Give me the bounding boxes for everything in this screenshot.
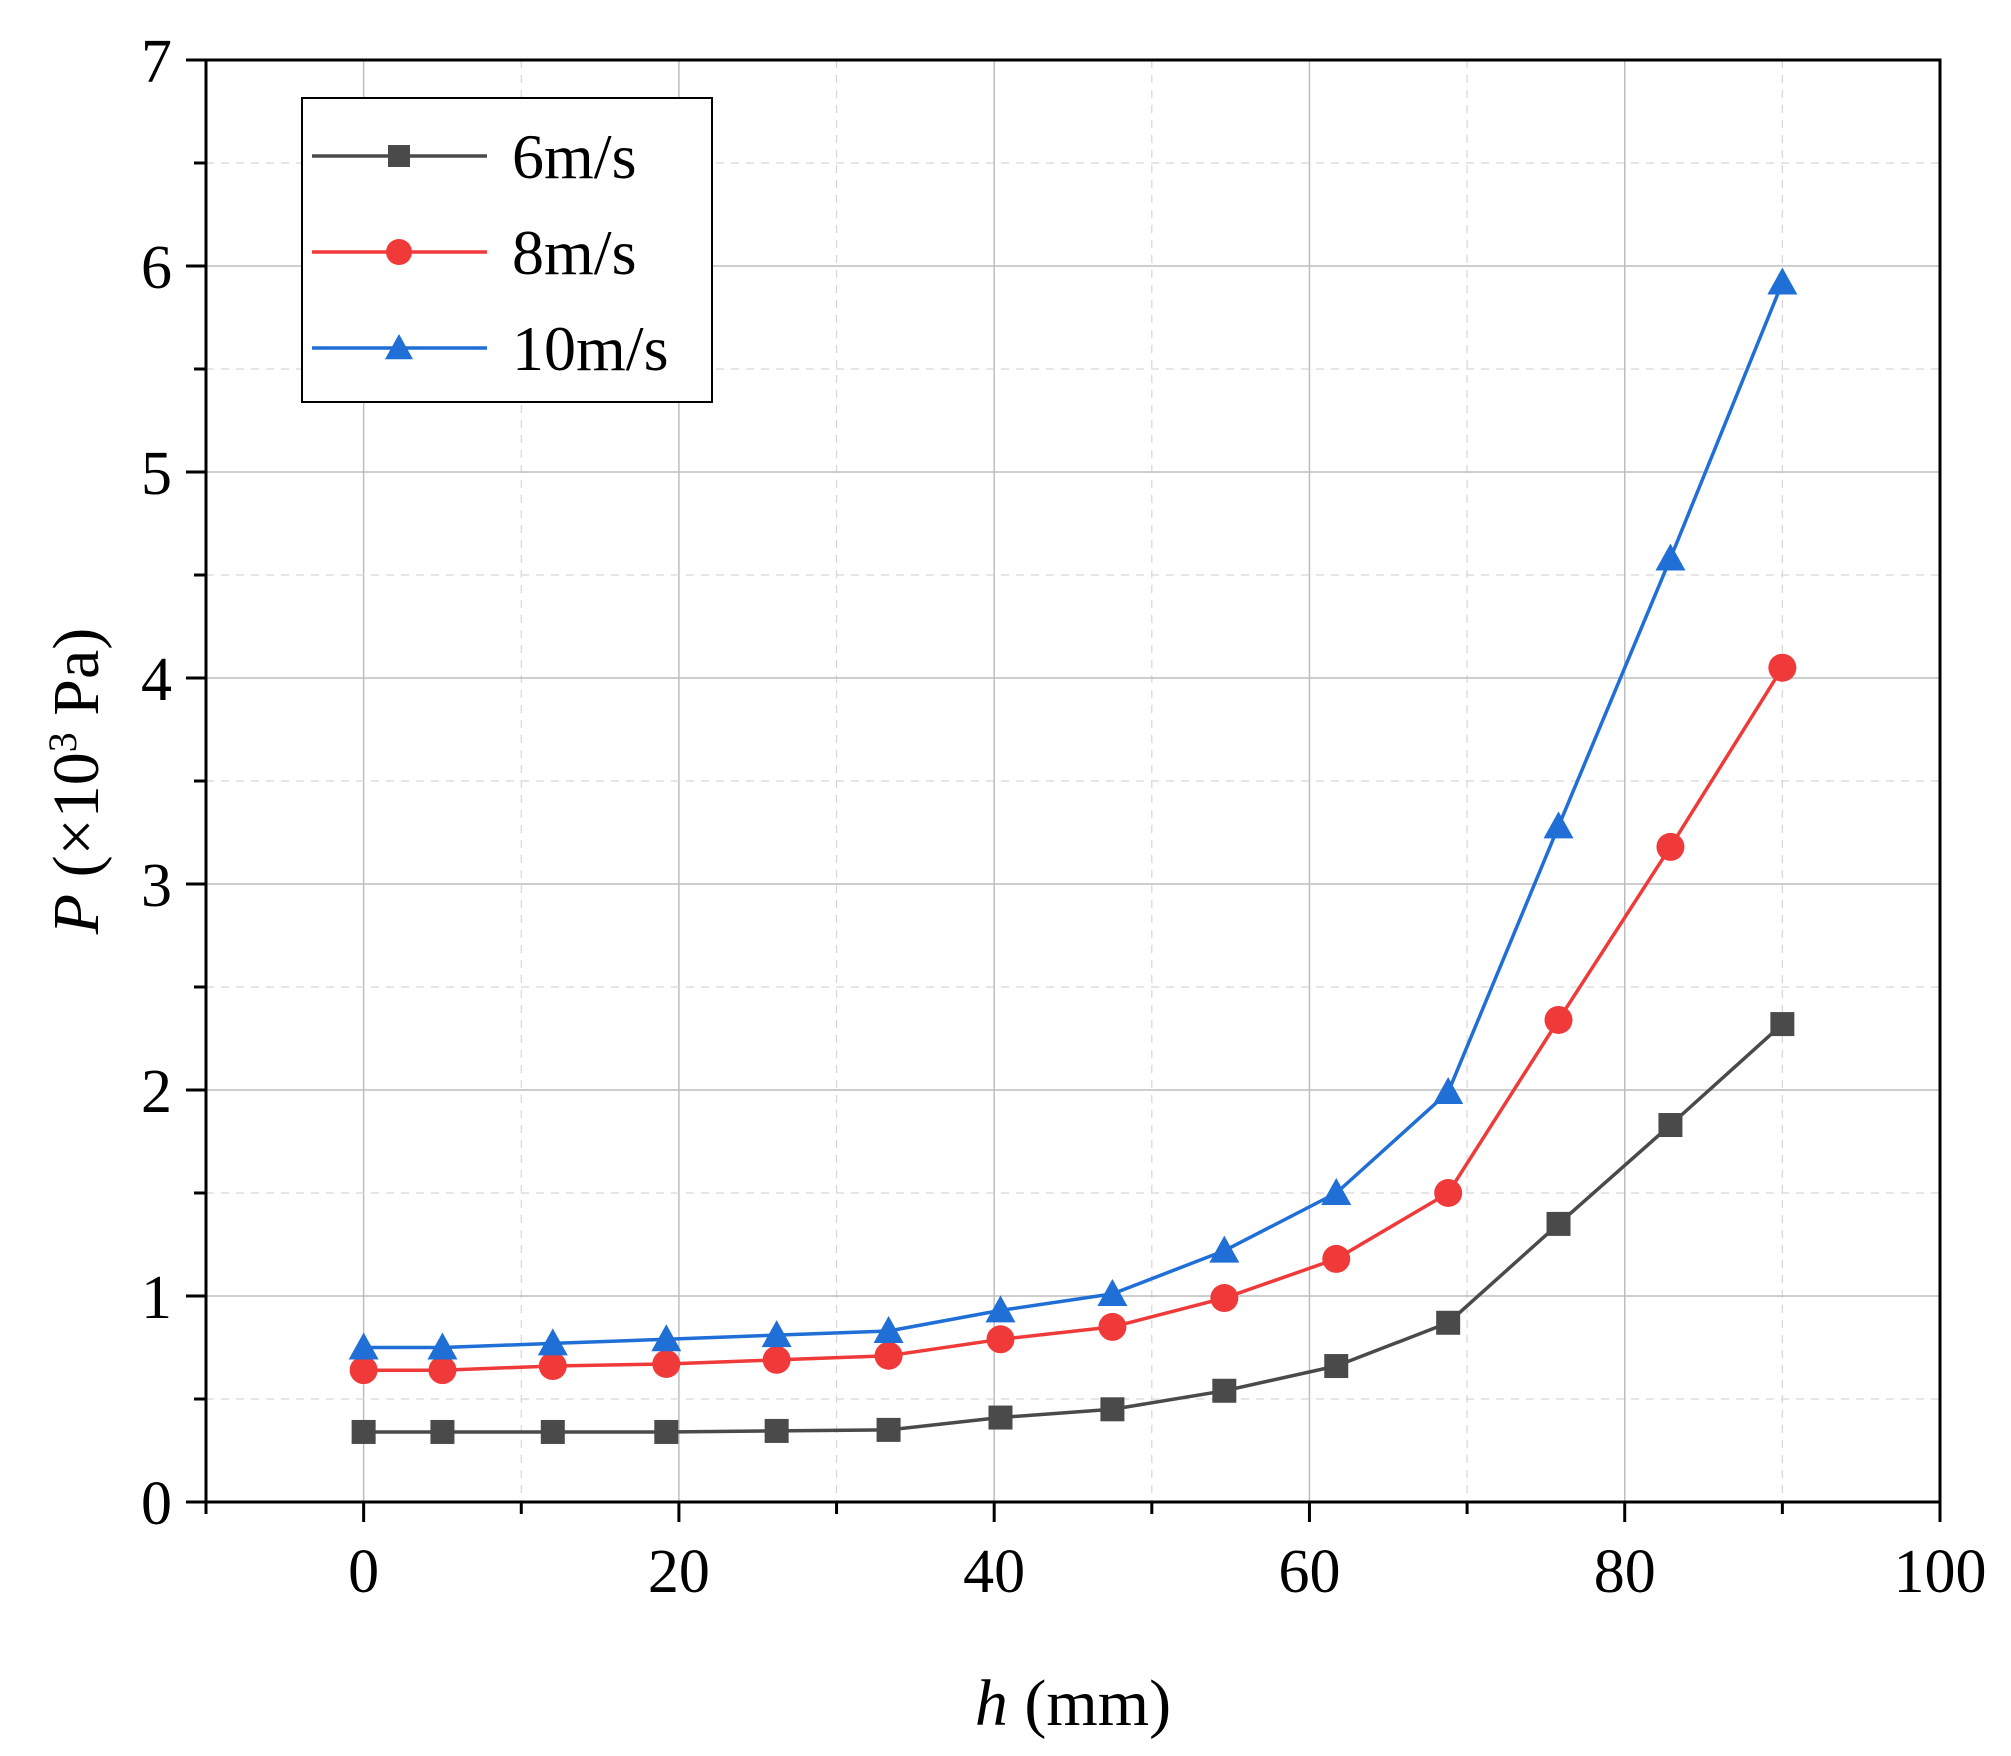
legend-label: 10m/s xyxy=(512,313,668,384)
legend-label: 8m/s xyxy=(512,217,636,288)
data-point-8m/s xyxy=(349,1356,378,1385)
data-point-8m/s xyxy=(1098,1312,1127,1341)
legend-item-8m/s: 8m/s xyxy=(312,217,636,288)
data-point-8m/s xyxy=(1434,1179,1463,1207)
data-point-8m/s xyxy=(1210,1284,1239,1313)
data-point-6m/s xyxy=(1212,1378,1237,1403)
data-point-8m/s xyxy=(538,1352,567,1381)
x-tick-label: 0 xyxy=(348,1538,379,1606)
legend-marker xyxy=(385,334,413,360)
y-axis-unit-exponent: 3 xyxy=(40,732,85,752)
x-tick-labels: 0 20 40 60 80 100 xyxy=(348,1538,1986,1606)
data-point-10m/s xyxy=(1097,1278,1128,1306)
data-point-10m/s xyxy=(348,1332,379,1360)
plot-frame xyxy=(204,58,1942,1504)
series-line-6m/s xyxy=(363,1022,1784,1434)
y-axis-variable: P xyxy=(40,894,113,935)
y-tick-label: 1 xyxy=(141,1264,172,1332)
legend-label: 6m/s xyxy=(512,121,636,192)
axis-ticks xyxy=(186,58,1942,1522)
data-point-8m/s xyxy=(1544,1005,1573,1034)
x-tick-label: 80 xyxy=(1594,1538,1656,1606)
y-tick-label: 5 xyxy=(141,440,172,508)
legend-item-6m/s: 6m/s xyxy=(312,121,636,192)
data-point-10m/s xyxy=(1767,267,1798,295)
y-tick-label: 7 xyxy=(141,28,172,96)
y-tick-label: 4 xyxy=(141,646,172,714)
data-point-6m/s xyxy=(654,1419,679,1444)
x-tick-label: 40 xyxy=(963,1538,1025,1606)
data-point-10m/s xyxy=(761,1320,792,1348)
data-point-8m/s xyxy=(1322,1244,1351,1273)
x-axis-unit: (mm) xyxy=(1008,1667,1171,1740)
data-point-8m/s xyxy=(762,1345,791,1374)
data-point-8m/s xyxy=(428,1356,457,1385)
data-point-8m/s xyxy=(986,1325,1015,1354)
data-point-6m/s xyxy=(988,1405,1013,1430)
data-point-8m/s xyxy=(874,1341,903,1370)
data-point-6m/s xyxy=(1658,1113,1683,1138)
data-point-10m/s xyxy=(985,1295,1016,1323)
legend-marker xyxy=(386,239,412,265)
series-8m/s xyxy=(349,653,1797,1385)
data-point-6m/s xyxy=(1100,1397,1125,1422)
y-axis-title: P (×103 Pa) xyxy=(40,628,114,936)
data-point-6m/s xyxy=(540,1419,565,1444)
series-line-10m/s xyxy=(363,281,1785,1350)
data-point-6m/s xyxy=(1436,1310,1461,1335)
data-point-6m/s xyxy=(430,1419,455,1444)
data-point-10m/s xyxy=(1209,1235,1240,1263)
series-layer xyxy=(348,267,1798,1444)
y-tick-label: 3 xyxy=(141,852,172,920)
data-point-10m/s xyxy=(1321,1178,1352,1205)
data-point-8m/s xyxy=(1656,832,1685,861)
data-point-10m/s xyxy=(1433,1077,1464,1105)
y-axis-unit-suffix: Pa) xyxy=(40,628,113,732)
legend-marker xyxy=(388,145,410,167)
series-line-8m/s xyxy=(363,666,1784,1372)
y-tick-label: 2 xyxy=(141,1058,172,1126)
legend-box xyxy=(301,97,713,403)
data-point-6m/s xyxy=(764,1418,789,1443)
data-point-8m/s xyxy=(652,1349,681,1378)
data-point-6m/s xyxy=(1770,1012,1795,1037)
data-point-10m/s xyxy=(427,1332,458,1360)
data-point-10m/s xyxy=(1655,543,1686,571)
grid xyxy=(206,60,1940,1502)
x-axis-title: h (mm) xyxy=(975,1667,1171,1740)
series-10m/s xyxy=(348,267,1798,1360)
y-tick-labels: 0 1 2 3 4 5 6 7 xyxy=(141,28,172,1538)
series-6m/s xyxy=(351,1012,1795,1444)
data-point-6m/s xyxy=(876,1417,901,1442)
x-tick-label: 100 xyxy=(1894,1538,1987,1606)
data-point-10m/s xyxy=(1543,811,1574,839)
x-axis-variable: h xyxy=(975,1667,1008,1740)
x-tick-label: 60 xyxy=(1278,1538,1340,1606)
data-point-10m/s xyxy=(651,1324,682,1352)
data-point-6m/s xyxy=(1324,1354,1349,1379)
data-point-8m/s xyxy=(1768,653,1797,682)
y-tick-label: 6 xyxy=(141,234,172,302)
data-point-6m/s xyxy=(351,1419,376,1444)
legend-item-10m/s: 10m/s xyxy=(312,313,668,384)
data-point-10m/s xyxy=(873,1316,904,1344)
data-point-6m/s xyxy=(1546,1211,1571,1236)
y-axis-unit-prefix: (×10 xyxy=(40,752,113,894)
x-tick-label: 20 xyxy=(648,1538,710,1606)
data-point-10m/s xyxy=(537,1328,568,1356)
legend: 6m/s 8m/s 10m/s xyxy=(301,97,713,403)
y-tick-label: 0 xyxy=(141,1470,172,1538)
